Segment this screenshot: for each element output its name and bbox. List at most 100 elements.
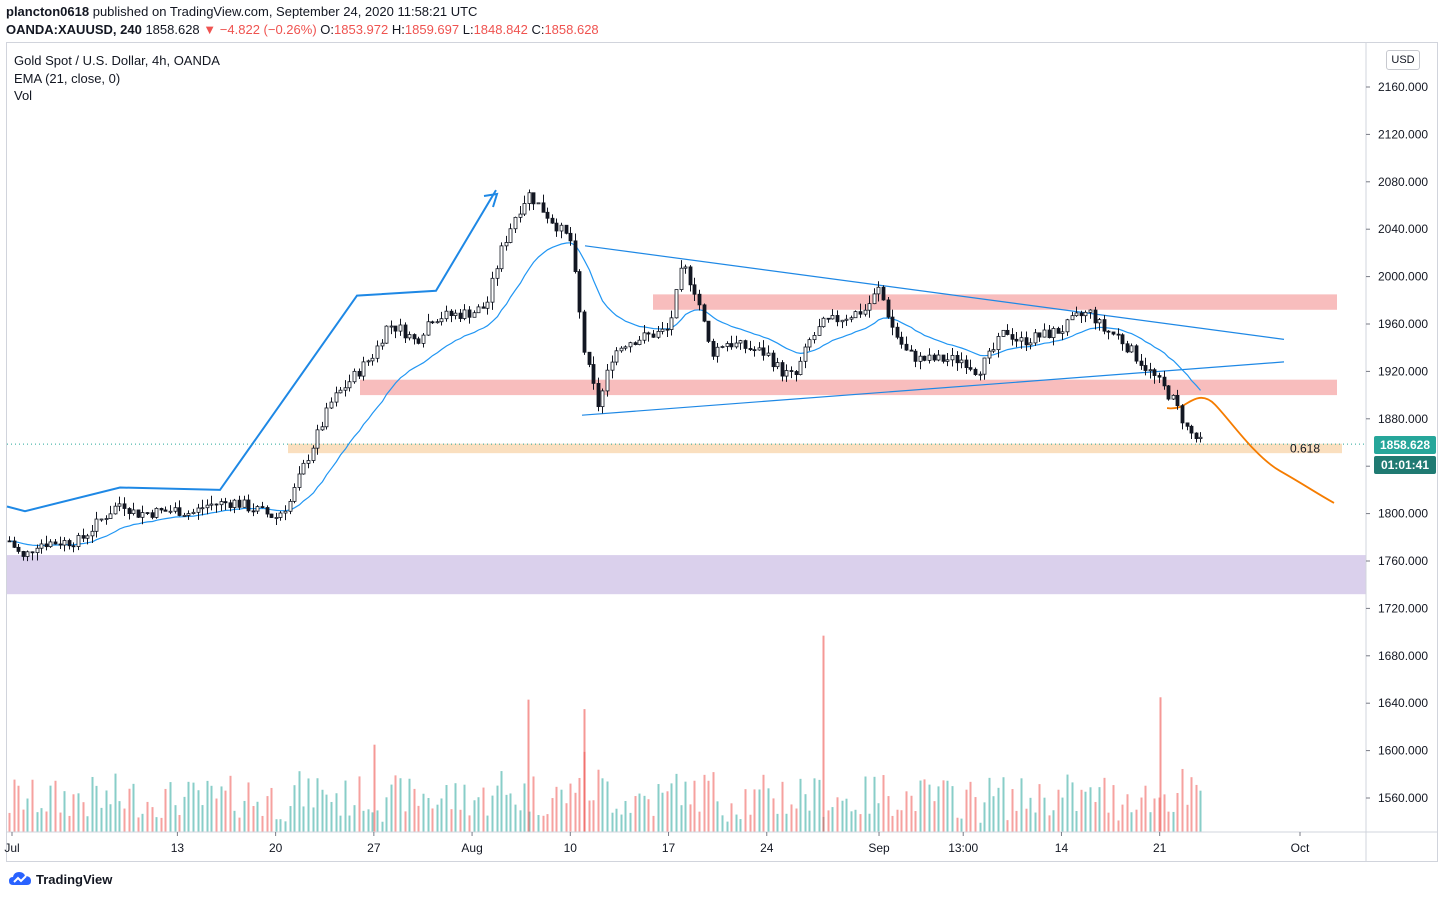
volume-bar — [496, 785, 499, 832]
candle-body — [251, 510, 256, 513]
candle-body — [711, 340, 716, 357]
zones-layer: 0.618 — [7, 294, 1366, 595]
volume-bar — [1172, 811, 1175, 832]
time-tick-label: 20 — [269, 841, 283, 855]
volume-bar — [933, 801, 936, 832]
forecast-path — [1166, 397, 1335, 504]
candle-body — [444, 310, 449, 320]
ema-layer — [9, 242, 1201, 547]
candle-body — [706, 320, 711, 342]
candle-body — [1001, 329, 1006, 337]
candle-body — [127, 508, 132, 514]
candle-body — [872, 293, 877, 305]
volume-bar — [13, 779, 16, 832]
volume-bar — [1153, 798, 1156, 832]
candle-body — [265, 507, 270, 515]
volume-bar — [91, 776, 94, 832]
volume-bar — [1052, 810, 1055, 832]
legend-title: Gold Spot / U.S. Dollar, 4h, OANDA — [14, 53, 220, 68]
candle-body — [108, 513, 113, 519]
volume-bar — [578, 777, 581, 832]
volume-bar — [675, 773, 678, 832]
volume-bar — [900, 810, 903, 832]
volume-bar — [8, 812, 11, 832]
volume-bar — [54, 780, 57, 832]
tradingview-logo[interactable]: TradingView — [8, 870, 112, 888]
down-arrow-icon: ▼ — [203, 22, 217, 37]
candle-body — [237, 499, 242, 508]
volume-bar — [463, 784, 466, 832]
price-tick-label: 1920.000 — [1378, 364, 1428, 378]
candle-body — [104, 518, 109, 520]
volume-bar — [758, 789, 761, 832]
candle-body — [453, 312, 458, 316]
time-tick-label: 13 — [171, 841, 185, 855]
volume-bar — [1117, 820, 1120, 832]
candle-body — [725, 343, 730, 347]
volume-bar — [1015, 810, 1018, 832]
volume-bar — [919, 780, 922, 832]
candle-body — [389, 325, 394, 328]
cloud-icon — [9, 872, 31, 885]
candle-body — [927, 354, 932, 361]
candle-body — [412, 334, 417, 340]
candle-body — [352, 370, 357, 383]
volume-bar — [505, 794, 508, 832]
volume-bar — [371, 812, 374, 832]
candle-body — [1120, 334, 1125, 345]
currency-button[interactable]: USD — [1386, 50, 1420, 70]
low-value: 1848.842 — [473, 22, 528, 37]
candle-body — [131, 509, 136, 514]
candle-body — [922, 355, 927, 361]
candle-body — [12, 540, 17, 548]
volume-bar — [261, 815, 264, 832]
candle-body — [1093, 309, 1098, 324]
volume-bar — [404, 811, 407, 832]
candle-body — [1051, 328, 1056, 339]
volume-bar — [615, 808, 618, 832]
candle-body — [757, 347, 762, 351]
volume-bar — [956, 817, 959, 832]
price-tick-label: 1880.000 — [1378, 412, 1428, 426]
candle-body — [90, 530, 95, 537]
candle-body — [366, 360, 371, 363]
candle-body — [462, 309, 467, 319]
volume-bar — [542, 815, 545, 832]
publisher-name[interactable]: plancton0618 — [6, 4, 90, 19]
volume-bar — [923, 779, 926, 832]
time-tick-label: 17 — [662, 841, 676, 855]
volume-bar — [652, 815, 655, 832]
current-price-tag: 1858.628 — [1374, 436, 1436, 454]
volume-bar — [753, 789, 756, 832]
impulse-path — [6, 189, 497, 513]
volume-bar — [82, 802, 85, 832]
candle-body — [122, 503, 127, 509]
volume-peak-bar — [583, 709, 586, 832]
volume-bar — [436, 804, 439, 832]
candle-body — [1143, 365, 1148, 371]
volume-bar — [408, 778, 411, 832]
volume-bar — [293, 785, 296, 832]
price-tick-label: 1680.000 — [1378, 649, 1428, 663]
candle-body — [159, 507, 164, 511]
volume-bar — [1107, 812, 1110, 832]
candle-body — [656, 330, 661, 338]
volume-bar — [224, 790, 227, 832]
volume-bar — [486, 815, 489, 832]
volume-bar — [491, 795, 494, 832]
volume-bar — [1080, 789, 1083, 832]
candle-body — [817, 326, 822, 336]
candle-body — [955, 354, 960, 364]
volume-bar — [1089, 787, 1092, 832]
candle-body — [1194, 432, 1199, 439]
candle-body — [932, 354, 937, 361]
candle-body — [573, 240, 578, 272]
brand-label: TradingView — [36, 871, 113, 887]
close-value: 1858.628 — [544, 22, 599, 37]
candle-body — [472, 312, 477, 318]
candle-body — [771, 352, 776, 368]
volume-bar — [1126, 794, 1129, 832]
high-value: 1859.697 — [404, 22, 460, 37]
candle-body — [320, 426, 325, 431]
